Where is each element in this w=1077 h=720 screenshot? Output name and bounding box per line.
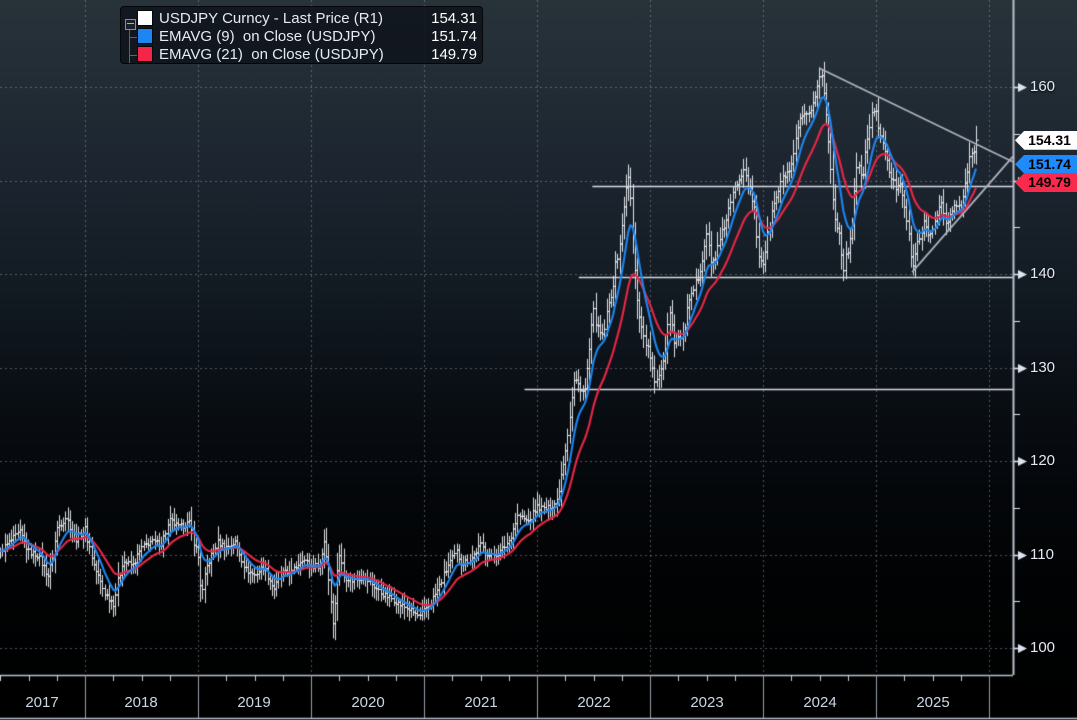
- legend-row-last-price[interactable]: USDJPY Curncy - Last Price (R1) 154.31: [137, 9, 477, 27]
- legend-label: EMAVG (21) on Close (USDJPY): [159, 45, 384, 63]
- y-axis-label-140: 140: [1030, 265, 1056, 282]
- y-axis-label-160: 160: [1030, 78, 1056, 95]
- x-axis-label-2019: 2019: [237, 694, 271, 711]
- emavg21-swatch-icon: [137, 46, 153, 62]
- legend-value: 149.79: [431, 45, 477, 63]
- legend-row-emavg21[interactable]: EMAVG (21) on Close (USDJPY) 149.79: [137, 45, 477, 63]
- last-price-swatch-icon: [137, 10, 153, 26]
- x-axis-label-2025: 2025: [916, 694, 950, 711]
- chart-legend: USDJPY Curncy - Last Price (R1) 154.31 E…: [120, 6, 483, 64]
- y-axis-label-120: 120: [1030, 452, 1056, 469]
- ema21-tag: 149.79: [1015, 172, 1077, 192]
- y-axis-label-110: 110: [1030, 545, 1054, 563]
- x-axis-label-2024: 2024: [803, 694, 837, 711]
- x-axis-label-2021: 2021: [464, 694, 498, 711]
- x-axis-label-2017: 2017: [25, 694, 59, 711]
- last-price-tag: 154.31: [1015, 130, 1077, 150]
- legend-tree-stub: [130, 55, 137, 56]
- emavg9-swatch-icon: [137, 28, 153, 44]
- x-axis-label-2020: 2020: [351, 694, 385, 711]
- x-axis-label-2022: 2022: [577, 694, 611, 711]
- legend-value: 151.74: [431, 27, 477, 45]
- y-axis-label-100: 100: [1030, 639, 1056, 656]
- x-axis-label-2018: 2018: [124, 694, 158, 711]
- ema9-tag: 151.74: [1015, 154, 1077, 174]
- legend-tree-stub: [130, 37, 137, 38]
- legend-value: 154.31: [431, 9, 477, 27]
- legend-collapse-icon[interactable]: [125, 19, 136, 30]
- y-axis-label-130: 130: [1030, 358, 1056, 376]
- legend-label: USDJPY Curncy - Last Price (R1): [159, 9, 383, 27]
- legend-tree-line: [129, 30, 130, 63]
- legend-label: EMAVG (9) on Close (USDJPY): [159, 27, 376, 45]
- legend-row-emavg9[interactable]: EMAVG (9) on Close (USDJPY) 151.74: [137, 27, 477, 45]
- x-axis-label-2023: 2023: [690, 694, 724, 711]
